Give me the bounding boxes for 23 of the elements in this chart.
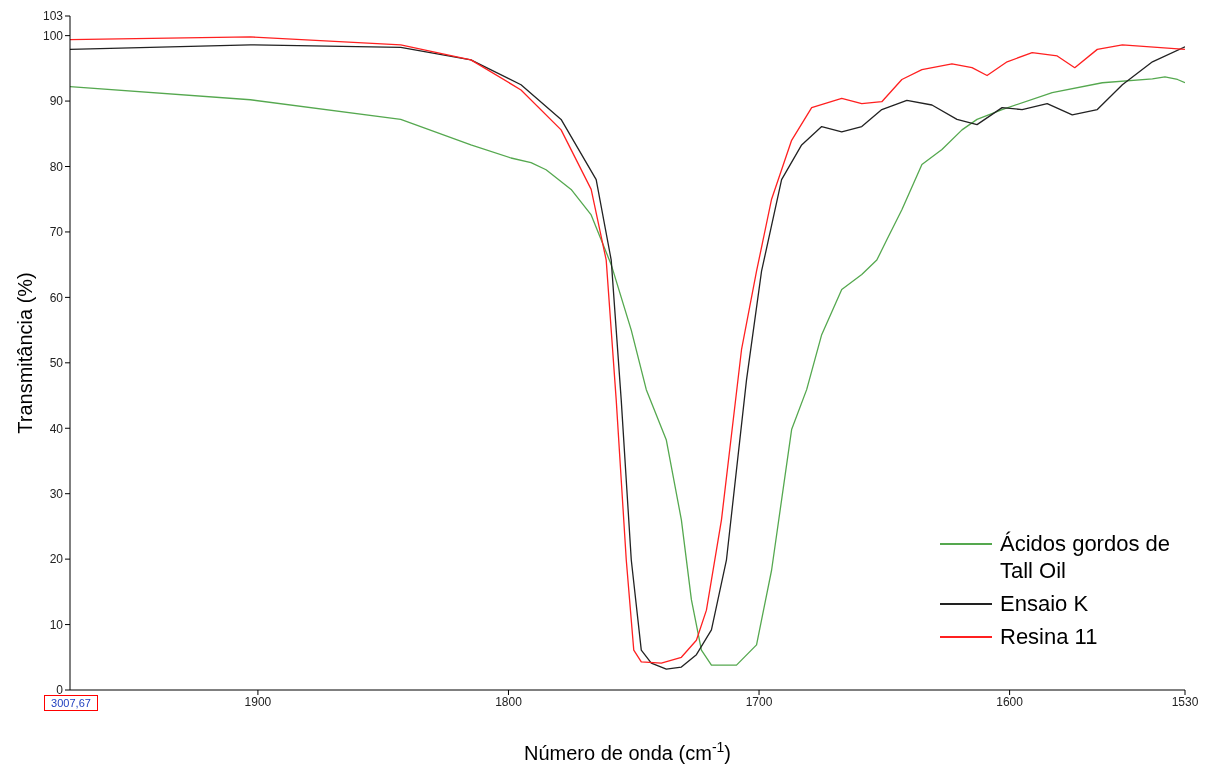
y-tick-label: 100 <box>42 28 64 43</box>
legend-label: Resina 11 <box>1000 623 1098 650</box>
y-axis-title: Transmitância (%) <box>14 272 36 434</box>
y-tick-label: 90 <box>49 94 64 109</box>
legend-label: Ensaio K <box>1000 590 1089 617</box>
y-tick-label: 103 <box>42 9 64 24</box>
y-tick-label: 60 <box>49 290 64 305</box>
y-tick-label: 80 <box>49 159 64 174</box>
x-axis-title: Número de onda (cm$^{-1}$) <box>524 739 731 764</box>
legend-label: Ácidos gordos de Tall Oil <box>1000 530 1171 584</box>
x-tick-label: 1900 <box>244 694 272 709</box>
x-tick-label: 1800 <box>495 694 523 709</box>
y-tick-label: 10 <box>49 617 64 632</box>
y-tick-label: 30 <box>49 486 64 501</box>
text: 3007,67 <box>44 695 98 711</box>
x-tick-label: 1600 <box>996 694 1024 709</box>
x-tick-label: 1700 <box>745 694 773 709</box>
y-tick-label: 0 <box>56 683 64 698</box>
y-tick-label: 70 <box>49 225 64 240</box>
y-tick-label: 20 <box>49 552 64 567</box>
y-tick-label: 50 <box>49 356 64 371</box>
x-tick-label: 1530 <box>1171 694 1199 709</box>
y-tick-label: 40 <box>49 421 64 436</box>
